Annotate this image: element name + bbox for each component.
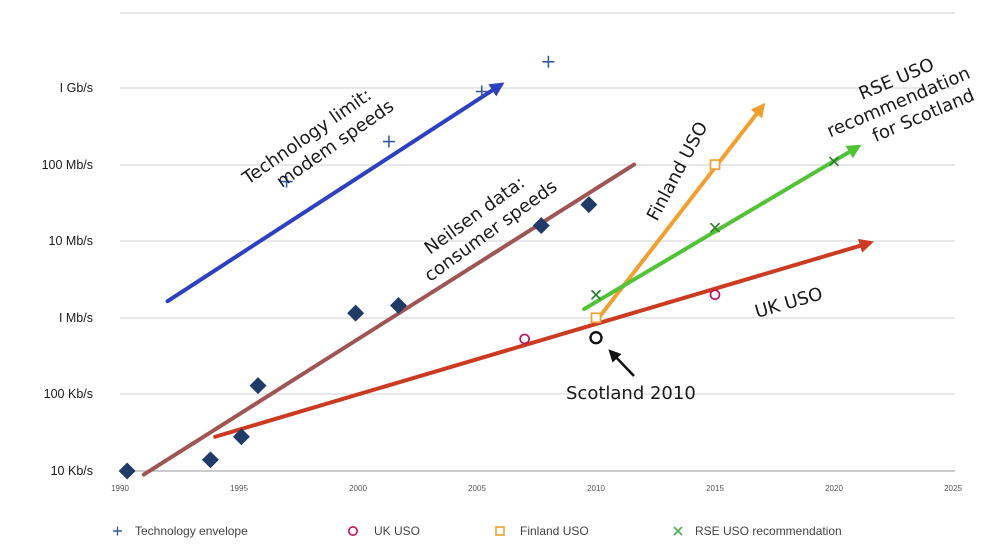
legend-label: Finland USO	[520, 524, 589, 538]
x-tick-label: 1995	[230, 484, 248, 493]
y-tick-label: I Gb/s	[60, 81, 93, 95]
legend-marker-cross	[673, 526, 683, 536]
annotation-line: UK USO	[753, 283, 826, 322]
annotation-technology-limit: Technology limit: modem speeds	[238, 78, 398, 208]
rse-uso-arrow	[582, 144, 862, 312]
trend-lines	[141, 82, 874, 477]
y-tick-label: 10 Mb/s	[49, 234, 93, 248]
legend-marker-square	[495, 526, 505, 536]
legend-item-uk-uso: UK USO	[347, 524, 420, 538]
point-data-5	[389, 296, 407, 314]
legend-label: RSE USO recommendation	[695, 524, 842, 538]
annotation-finland-uso: Finland USO	[643, 118, 713, 224]
x-tick-label: 2020	[825, 484, 843, 493]
annotation-line: Finland USO	[643, 118, 713, 224]
data-points	[118, 55, 840, 480]
legend-label: Technology envelope	[135, 524, 248, 538]
legend: Technology envelope UK USO Finland USO R…	[113, 524, 842, 538]
x-tick-label: 2005	[468, 484, 486, 493]
point-technology-envelope-3	[542, 55, 555, 68]
technology-limit-arrow	[165, 82, 505, 304]
x-tick-label: 2000	[349, 484, 367, 493]
legend-item-technology-envelope: Technology envelope	[113, 524, 248, 538]
point-technology-envelope-0	[280, 175, 293, 188]
point-technology-envelope-1	[382, 135, 395, 148]
y-tick-label: 10 Kb/s	[51, 464, 93, 478]
annotation-uk-uso: UK USO	[753, 283, 826, 322]
legend-item-finland-uso: Finland USO	[495, 524, 589, 538]
point-finland-uso-0	[590, 312, 602, 324]
y-axis: I Gb/s 100 Mb/s 10 Mb/s I Mb/s 100 Kb/s …	[42, 81, 93, 478]
point-data-1	[201, 451, 219, 469]
point-finland-uso-1	[709, 159, 721, 170]
point-data-3	[249, 377, 267, 395]
annotation-scotland-2010: Scotland 2010	[566, 383, 696, 404]
annotations: Technology limit: modem speeds Neilsen d…	[238, 40, 987, 404]
legend-label: UK USO	[374, 524, 420, 538]
point-rse-uso-recommendation-1	[709, 222, 721, 233]
y-tick-label: I Mb/s	[59, 311, 93, 325]
neilsen-trend-line	[141, 162, 637, 477]
legend-marker-circle	[347, 525, 358, 536]
x-axis: 1990 1995 2000 2005 2010 2015 2020 2025	[111, 484, 962, 493]
point-data-0	[118, 462, 136, 480]
legend-item-rse-uso-recommendation: RSE USO recommendation	[673, 524, 842, 538]
point-data-4	[347, 304, 365, 322]
point-data-0	[589, 330, 603, 345]
y-tick-label: 100 Mb/s	[42, 158, 93, 172]
point-uk-uso-1	[709, 289, 721, 301]
point-data-6	[532, 217, 550, 235]
point-data-2	[232, 428, 250, 446]
uk-uso-arrow	[213, 238, 874, 439]
annotation-rse-uso: RSE USO recommendation for Scotland	[815, 40, 987, 162]
point-data-7	[580, 196, 598, 214]
point-rse-uso-recommendation-2	[828, 156, 840, 167]
point-rse-uso-recommendation-0	[590, 289, 602, 300]
legend-marker-plus	[113, 526, 122, 536]
x-tick-label: 1990	[111, 484, 129, 493]
x-tick-label: 2015	[706, 484, 724, 493]
gridlines	[120, 12, 955, 472]
x-tick-label: 2025	[944, 484, 962, 493]
x-tick-label: 2010	[587, 484, 605, 493]
point-technology-envelope-2	[475, 85, 488, 98]
point-uk-uso-0	[519, 333, 530, 345]
scotland-pointer-arrow	[608, 349, 635, 377]
y-tick-label: 100 Kb/s	[44, 387, 93, 401]
